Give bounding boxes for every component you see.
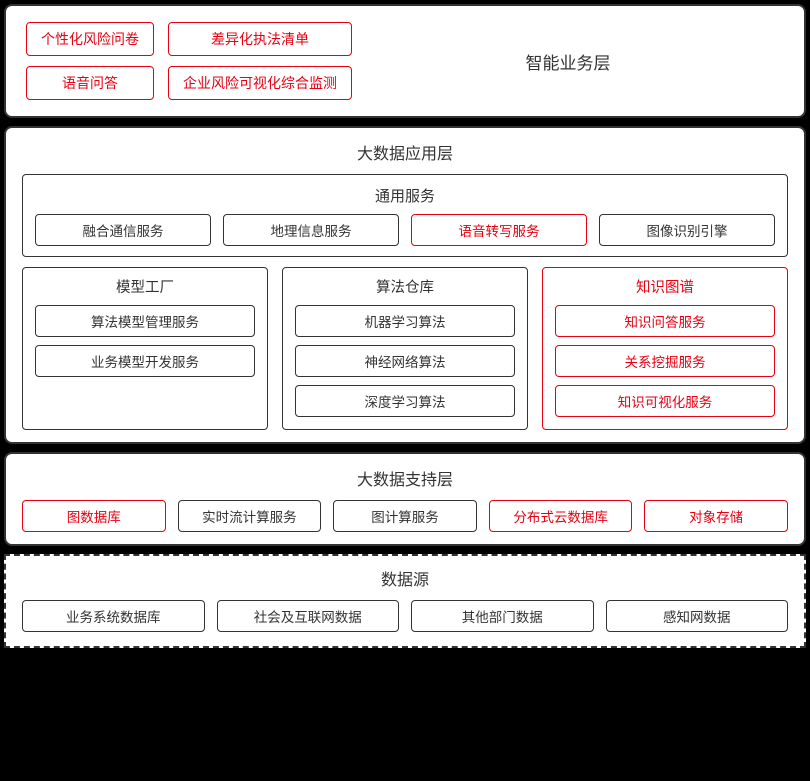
layer2-title: 大数据应用层 (22, 140, 788, 164)
box-graph-db: 图数据库 (22, 500, 166, 532)
layer4-title: 数据源 (22, 566, 788, 590)
box-biz-system-db: 业务系统数据库 (22, 600, 205, 632)
box-nn-algo: 神经网络算法 (295, 345, 515, 377)
box-sensor-net-data: 感知网数据 (606, 600, 789, 632)
box-enterprise-risk-monitor: 企业风险可视化综合监测 (168, 66, 352, 100)
box-unified-comm: 融合通信服务 (35, 214, 211, 246)
layer3-title: 大数据支持层 (22, 466, 788, 490)
box-graph-compute: 图计算服务 (333, 500, 477, 532)
layer-intelligent-business: 个性化风险问卷 差异化执法清单 语音问答 企业风险可视化综合监测 智能业务层 (4, 4, 806, 118)
col-knowledge-graph: 知识图谱 知识问答服务 关系挖掘服务 知识可视化服务 (542, 267, 788, 430)
layer2-columns: 模型工厂 算法模型管理服务 业务模型开发服务 算法仓库 机器学习算法 神经网络算… (22, 267, 788, 430)
box-distributed-cloud-db: 分布式云数据库 (489, 500, 633, 532)
box-differentiated-enforcement: 差异化执法清单 (168, 22, 352, 56)
layer3-row: 图数据库 实时流计算服务 图计算服务 分布式云数据库 对象存储 (22, 500, 788, 532)
algo-warehouse-stack: 机器学习算法 神经网络算法 深度学习算法 (295, 305, 515, 417)
col-model-factory: 模型工厂 算法模型管理服务 业务模型开发服务 (22, 267, 268, 430)
section-general-services: 通用服务 融合通信服务 地理信息服务 语音转写服务 图像识别引擎 (22, 174, 788, 257)
general-title: 通用服务 (35, 185, 775, 206)
box-social-internet-data: 社会及互联网数据 (217, 600, 400, 632)
box-ml-algo: 机器学习算法 (295, 305, 515, 337)
box-knowledge-viz: 知识可视化服务 (555, 385, 775, 417)
general-row: 融合通信服务 地理信息服务 语音转写服务 图像识别引擎 (35, 214, 775, 246)
box-other-dept-data: 其他部门数据 (411, 600, 594, 632)
knowledge-graph-stack: 知识问答服务 关系挖掘服务 知识可视化服务 (555, 305, 775, 417)
box-personalized-risk: 个性化风险问卷 (26, 22, 154, 56)
model-factory-title: 模型工厂 (35, 276, 255, 297)
box-relation-mining: 关系挖掘服务 (555, 345, 775, 377)
col-algorithm-warehouse: 算法仓库 机器学习算法 神经网络算法 深度学习算法 (282, 267, 528, 430)
algo-warehouse-title: 算法仓库 (295, 276, 515, 297)
box-voice-transcribe: 语音转写服务 (411, 214, 587, 246)
knowledge-graph-title: 知识图谱 (555, 276, 775, 297)
layer-data-source: 数据源 业务系统数据库 社会及互联网数据 其他部门数据 感知网数据 (4, 554, 806, 648)
layer1-title: 智能业务层 (352, 49, 784, 74)
layer-bigdata-application: 大数据应用层 通用服务 融合通信服务 地理信息服务 语音转写服务 图像识别引擎 … (4, 126, 806, 444)
box-stream-compute: 实时流计算服务 (178, 500, 322, 532)
box-dl-algo: 深度学习算法 (295, 385, 515, 417)
box-object-storage: 对象存储 (644, 500, 788, 532)
layer4-row: 业务系统数据库 社会及互联网数据 其他部门数据 感知网数据 (22, 600, 788, 632)
box-algo-model-mgmt: 算法模型管理服务 (35, 305, 255, 337)
box-geo-info: 地理信息服务 (223, 214, 399, 246)
model-factory-stack: 算法模型管理服务 业务模型开发服务 (35, 305, 255, 377)
box-knowledge-qa: 知识问答服务 (555, 305, 775, 337)
box-voice-qa: 语音问答 (26, 66, 154, 100)
box-image-recognition: 图像识别引擎 (599, 214, 775, 246)
layer-bigdata-support: 大数据支持层 图数据库 实时流计算服务 图计算服务 分布式云数据库 对象存储 (4, 452, 806, 546)
layer1-grid: 个性化风险问卷 差异化执法清单 语音问答 企业风险可视化综合监测 (26, 22, 352, 100)
box-biz-model-dev: 业务模型开发服务 (35, 345, 255, 377)
